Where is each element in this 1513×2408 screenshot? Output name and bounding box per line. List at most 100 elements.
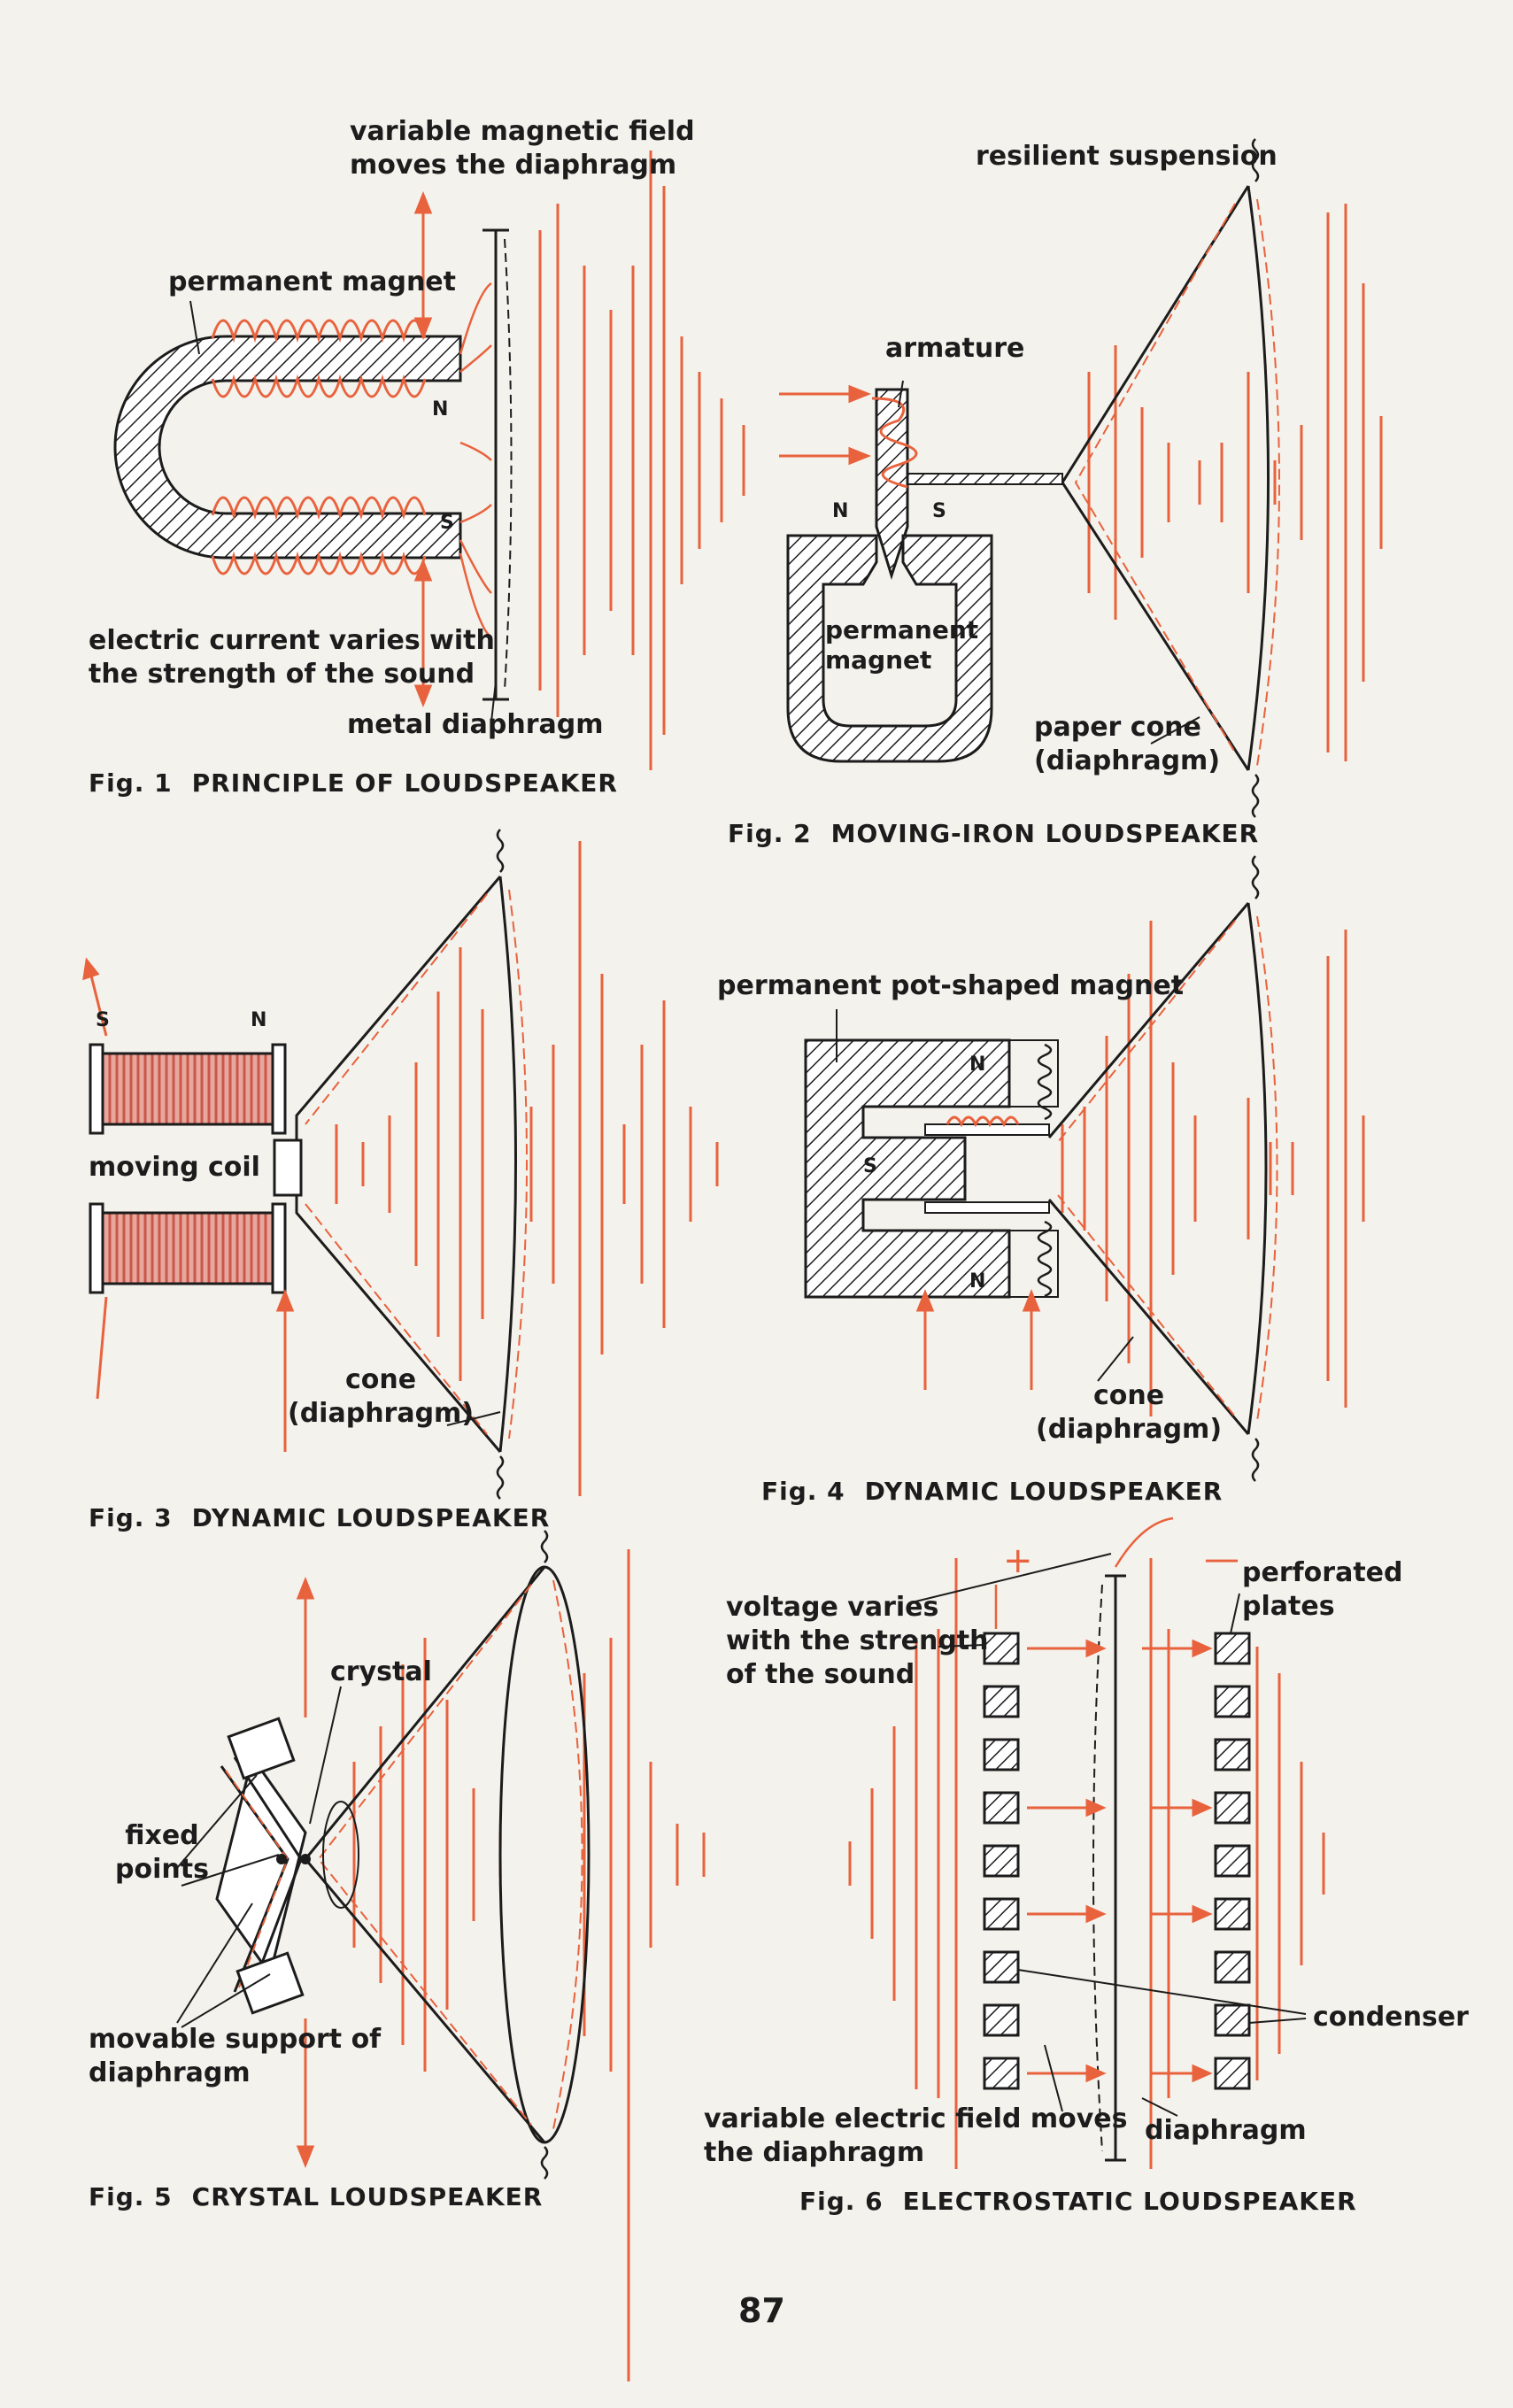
fig1-field-lines: [459, 282, 492, 639]
fig3-caption: Fig. 3 DYNAMIC LOUDSPEAKER: [89, 1503, 550, 1532]
fig1-field-label: variable magnetic field moves the diaphr…: [350, 116, 695, 181]
fig1-magnet-label: permanent magnet: [168, 266, 456, 297]
fig2-link: [902, 473, 1063, 485]
fig2-caption-num: Fig. 2: [728, 819, 812, 848]
page-number: 87: [738, 2291, 785, 2330]
fig2-sound-waves: [1087, 204, 1383, 761]
fig5-cone-rim: [498, 1565, 591, 2144]
fig2-suspension-bottom: [1251, 774, 1260, 818]
fig1-diaphragm-label: metal diaphragm: [347, 709, 604, 740]
fig6-arrows: [1027, 1639, 1213, 2083]
fig3-suspension-top: [496, 829, 505, 873]
fig1-coil-bottom: [211, 496, 427, 521]
fig4-voice-coil: [924, 1123, 1050, 1136]
fig4-diagram: [804, 855, 1365, 1482]
fig6-caption-text: ELECTROSTATIC LOUDSPEAKER: [902, 2187, 1357, 2216]
fig4-caption: Fig. 4 DYNAMIC LOUDSPEAKER: [761, 1477, 1223, 1506]
fig1-sound-waves: [538, 150, 745, 770]
fig3-caption-num: Fig. 3: [89, 1503, 173, 1532]
fig1-caption-num: Fig. 1: [89, 768, 173, 798]
fig1-coil-top-under: [211, 374, 427, 398]
fig1-diagram: [113, 150, 745, 770]
fig4-spring-bottom: [1037, 1220, 1053, 1298]
fig5-caption-text: CRYSTAL LOUDSPEAKER: [191, 2182, 544, 2211]
fig6-voltage-label: voltage varies with the strength of the …: [726, 1592, 989, 1690]
fig4-sound-waves: [1061, 921, 1365, 1416]
fig2-suspension-top: [1251, 138, 1260, 182]
fig6-plates-label: perforated plates: [1242, 1557, 1403, 1622]
fig5-crystal-label: crystal: [330, 1656, 432, 1687]
fig3-sound-waves: [335, 841, 719, 1496]
fig5-support-label: movable support of diaphragm: [89, 2024, 382, 2088]
fig3-coil-top: [97, 1052, 278, 1126]
fig3-suspension-bottom: [496, 1455, 505, 1500]
fig3-cone-label: cone (diaphragm): [288, 1364, 475, 1429]
fig4-pole-s: S: [863, 1155, 877, 1177]
fig6-diaphragm-label: diaphragm: [1145, 2115, 1307, 2146]
fig2-arrows: [779, 384, 872, 466]
fig3-cone: [498, 876, 517, 1453]
fig1-caption-text: PRINCIPLE OF LOUDSPEAKER: [191, 768, 618, 798]
fig2-cone: [1247, 185, 1270, 771]
fig6-diagram: [848, 1517, 1325, 2169]
fig5-crystal: [215, 1754, 307, 1978]
fig6-plates-right: [1214, 1632, 1251, 2090]
fig2-magnet: [786, 534, 993, 763]
fig3-coil-label: moving coil: [89, 1152, 260, 1183]
fig2-magnet-label: permanent magnet: [825, 615, 979, 675]
fig1-coil-top: [211, 319, 427, 343]
fig3-arrows: [82, 957, 295, 1452]
fig6-caption-num: Fig. 6: [799, 2187, 884, 2216]
fig5-caption: Fig. 5 CRYSTAL LOUDSPEAKER: [89, 2182, 543, 2211]
fig2-caption: Fig. 2 MOVING-IRON LOUDSPEAKER: [728, 819, 1259, 848]
fig4-magnet-label: permanent pot-shaped magnet: [717, 970, 1185, 1001]
fig3-coil-bottom: [97, 1211, 278, 1285]
fig5-suspension-bottom: [540, 2146, 549, 2180]
fig4-arrows: [915, 1288, 1041, 1390]
fig3-pole-s: S: [96, 1009, 110, 1031]
fig1-caption: Fig. 1 PRINCIPLE OF LOUDSPEAKER: [89, 768, 618, 798]
fig4-pot-magnet: [804, 1038, 1011, 1299]
fig1-pole-n: N: [432, 398, 449, 421]
fig4-pole-n-bottom: N: [969, 1270, 986, 1293]
fig4-caption-num: Fig. 4: [761, 1477, 845, 1506]
fig5-caption-num: Fig. 5: [89, 2182, 173, 2211]
fig6-condenser-label: condenser: [1313, 2002, 1469, 2033]
fig4-cone-label: cone (diaphragm): [1036, 1380, 1223, 1445]
fig1-coil-bottom-under: [211, 551, 427, 575]
fig4-suspension-top: [1251, 855, 1260, 899]
fig3-diagram: [82, 829, 719, 1500]
fig4-cone: [1247, 902, 1268, 1435]
fig5-block-bottom: [235, 1951, 305, 2015]
fig2-coil: [871, 397, 918, 489]
fig4-spring-top: [1037, 1043, 1053, 1121]
fig6-field-label: variable electric field moves the diaphr…: [704, 2103, 1128, 2168]
fig2-pole-s: S: [932, 500, 946, 522]
fig5-fixed-label: fixed points: [115, 1820, 209, 1885]
fig6-plus-sign: +: [1003, 1540, 1033, 1581]
fig6-plates-left: [983, 1632, 1020, 2090]
fig5-block-top: [227, 1717, 296, 1780]
fig2-caption-text: MOVING-IRON LOUDSPEAKER: [830, 819, 1260, 848]
fig4-pole-n-top: N: [969, 1054, 986, 1076]
fig4-caption-text: DYNAMIC LOUDSPEAKER: [864, 1477, 1224, 1506]
fig3-pole-n: N: [251, 1009, 267, 1031]
fig2-armature-label: armature: [885, 333, 1025, 364]
fig5-arrows: [296, 1576, 315, 2169]
fig4-suspension-bottom: [1251, 1438, 1260, 1482]
fig5-suspension-top: [540, 1530, 549, 1563]
fig6-minus-sign: —: [1204, 1539, 1239, 1579]
fig1-magnet: [113, 335, 462, 560]
fig2-suspension-label: resilient suspension: [976, 141, 1278, 172]
fig2-cone-label: paper cone (diaphragm): [1034, 712, 1221, 776]
fig6-sound-waves: [848, 1558, 1325, 2169]
fig1-current-label: electric current varies with the strengt…: [89, 625, 495, 690]
fig1-arrows: [413, 190, 433, 708]
fig6-caption: Fig. 6 ELECTROSTATIC LOUDSPEAKER: [799, 2187, 1357, 2216]
fig1-pole-s: S: [440, 512, 454, 534]
fig3-caption-text: DYNAMIC LOUDSPEAKER: [191, 1503, 551, 1532]
fig5-diagram: [176, 1530, 706, 2381]
fig2-diagram: [779, 138, 1383, 818]
